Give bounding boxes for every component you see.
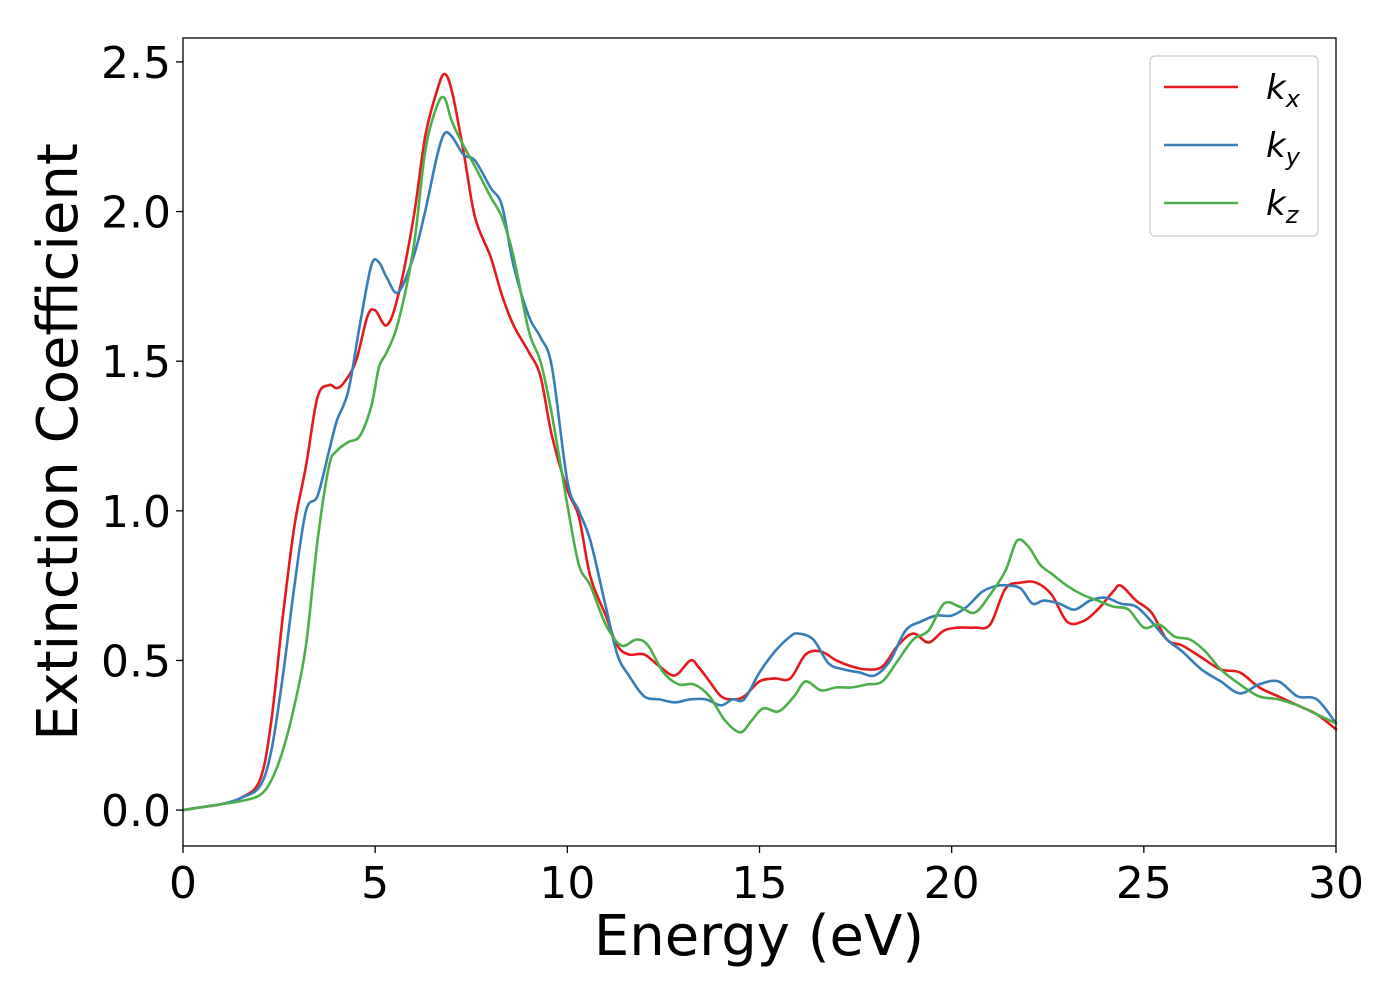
series-line-kz — [181, 95, 1338, 812]
y-tick-label: 2.5 — [101, 38, 171, 89]
legend: kx ky kz — [1149, 55, 1319, 237]
series-group — [181, 72, 1338, 812]
x-tick-label: 25 — [1116, 858, 1172, 909]
x-tick-label: 20 — [924, 858, 980, 909]
y-axis-ticks: 0.0 0.5 1.0 1.5 2.0 2.5 — [101, 38, 183, 837]
x-axis-title: Energy (eV) — [594, 904, 924, 969]
series-line-kx — [181, 72, 1338, 812]
y-tick-label: 1.5 — [101, 337, 171, 388]
x-tick-label: 5 — [361, 858, 389, 909]
x-tick-label: 15 — [732, 858, 788, 909]
x-axis-ticks: 0 5 10 15 20 25 30 — [169, 846, 1364, 909]
legend-label-kx: kx — [1266, 68, 1301, 113]
legend-label-kz: kz — [1266, 184, 1300, 229]
x-tick-label: 30 — [1308, 858, 1364, 909]
x-tick-label: 10 — [539, 858, 595, 909]
y-tick-label: 1.0 — [101, 487, 171, 538]
series-line-ky — [181, 130, 1338, 812]
y-tick-label: 0.0 — [101, 786, 171, 837]
y-axis-title: Extinction Coefficient — [26, 143, 91, 741]
y-tick-label: 0.5 — [101, 636, 171, 687]
x-tick-label: 0 — [169, 858, 197, 909]
y-tick-label: 2.0 — [101, 188, 171, 239]
legend-label-ky: ky — [1266, 126, 1301, 171]
